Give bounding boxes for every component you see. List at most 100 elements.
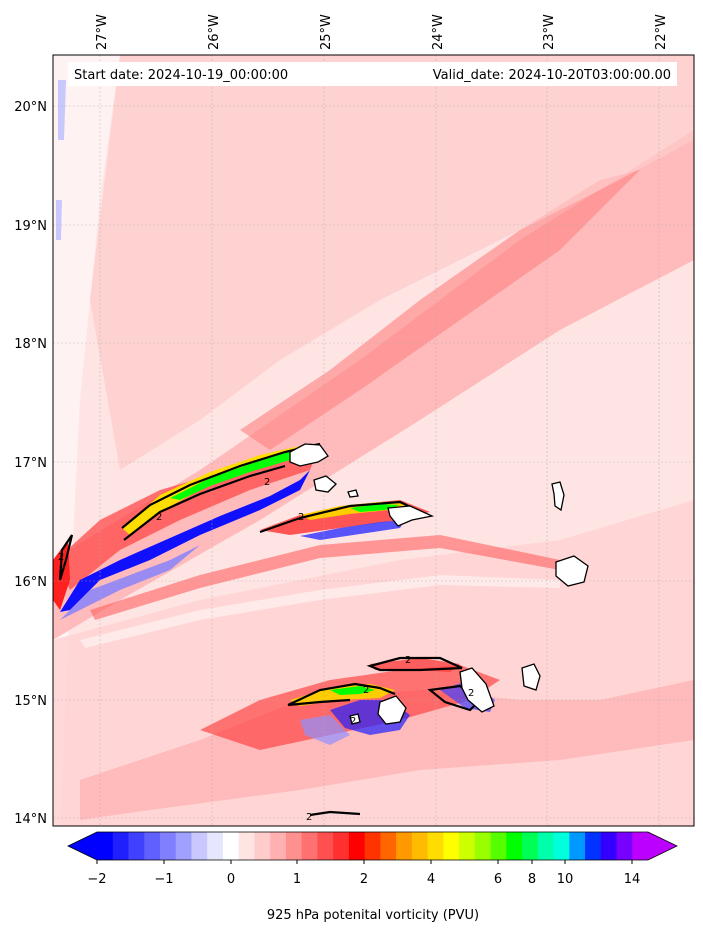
colorbar-tick-label: 2	[360, 872, 368, 887]
contour-west-edge	[58, 534, 74, 581]
colorbar-swatch	[222, 832, 240, 860]
colorbar-swatch	[537, 832, 555, 860]
island-santiago	[459, 667, 495, 713]
colorbar-swatch	[600, 832, 618, 860]
colorbar-swatch	[585, 832, 602, 860]
pv-negative-streak-nw	[58, 80, 66, 140]
colorbar-swatch	[553, 832, 570, 860]
colorbar-swatch	[207, 832, 224, 860]
pv-low-region-west	[53, 55, 120, 826]
colorbar-swatch	[333, 832, 350, 860]
colorbar-swatch	[348, 832, 366, 860]
colorbar-swatch	[364, 832, 381, 860]
longitude-labels: 27°W 26°W 25°W 24°W 23°W 22°W	[95, 14, 669, 50]
colorbar-tick-label: 8	[528, 872, 536, 887]
colorbar-swatch	[522, 832, 539, 860]
colorbar-swatch	[506, 832, 523, 860]
colorbar-swatch	[254, 832, 271, 860]
colorbar-tick-label: −1	[154, 872, 173, 887]
island-sao-nicolau	[387, 505, 435, 527]
map-plot-area	[53, 55, 694, 826]
colorbar-extend-min	[68, 832, 97, 860]
pv-negative-streak-nw2	[56, 200, 62, 240]
contour-label: 2	[350, 716, 356, 727]
island-maio	[521, 663, 541, 691]
colorbar-swatch	[285, 832, 303, 860]
lon-label: 27°W	[95, 14, 110, 50]
pv-wake-positive-green	[170, 450, 300, 500]
lat-label: 16°N	[14, 575, 47, 590]
colorbar-swatch	[632, 832, 649, 860]
contour-south-bottom	[309, 810, 361, 817]
lat-label: 15°N	[14, 694, 47, 709]
island-santo-antao	[289, 443, 329, 467]
contour-label: 2	[156, 512, 162, 523]
lon-label: 22°W	[654, 14, 669, 50]
colorbar-swatch	[238, 832, 255, 860]
colorbar-swatch	[175, 832, 192, 860]
colorbar-tick-label: 14	[624, 872, 641, 887]
contour-label: 2	[58, 552, 64, 563]
contour-label: 2	[468, 688, 474, 699]
pv-lower-band	[80, 680, 694, 820]
pv-ribbon-1	[90, 535, 560, 620]
contour-labels: 2 2 2 2 2 2 2 2 2	[58, 477, 474, 823]
colorbar-swatch	[159, 832, 177, 860]
colorbar-swatch	[490, 832, 507, 860]
colorbar-ticks: −2 −1 0 1 2 4 6 8 10 14	[87, 872, 640, 887]
info-box	[68, 62, 677, 86]
lat-label: 18°N	[14, 337, 47, 352]
colorbar	[67, 831, 678, 864]
colorbar-tick-label: 6	[494, 872, 502, 887]
colorbar-tick-label: −2	[87, 872, 106, 887]
islands	[289, 443, 589, 725]
colorbar-swatch	[270, 832, 287, 860]
colorbar-tick-label: 1	[293, 872, 301, 887]
lat-label: 20°N	[14, 100, 47, 115]
contour-label: 2	[405, 655, 411, 666]
latitude-labels: 20°N 19°N 18°N 17°N 16°N 15°N 14°N	[14, 100, 47, 827]
colorbar-tick-label: 10	[557, 872, 574, 887]
pv-wake2-green	[350, 504, 400, 512]
pv-wake-red-north	[56, 445, 320, 590]
map-frame	[52, 54, 695, 827]
colorbar-tick-label: 0	[227, 872, 235, 887]
pv-south-blue-light	[300, 715, 350, 745]
valid-date-text: Valid_date: 2024-10-20T03:00:00.00	[433, 68, 671, 83]
colorbar-swatch	[474, 832, 492, 860]
colorbar-swatch	[569, 832, 586, 860]
colorbar-swatch	[301, 832, 318, 860]
colorbar-swatch	[112, 832, 129, 860]
contour-south-wake-lower	[287, 698, 351, 707]
island-fogo	[377, 695, 407, 725]
colorbar-swatch	[191, 832, 208, 860]
colorbar-swatch	[144, 832, 161, 860]
lon-label: 25°W	[319, 14, 334, 50]
colorbar-swatch	[443, 832, 460, 860]
colorbar-swatch	[427, 832, 444, 860]
contour-label: 2	[363, 685, 369, 696]
colorbar-swatch	[396, 832, 413, 860]
island-brava	[349, 713, 361, 725]
island-sal	[551, 481, 565, 512]
colorbar-tick-label: 4	[427, 872, 435, 887]
contour-south-wake	[287, 682, 396, 706]
colorbar-extend-max	[648, 832, 677, 860]
island-boa-vista	[555, 555, 589, 587]
contour-label: 2	[264, 477, 270, 488]
pv-wake-negative-blue	[60, 470, 310, 612]
pv-wake2-blue	[300, 520, 405, 540]
pv-upper-field	[90, 55, 694, 470]
colorbar-swatch	[380, 832, 397, 860]
pv-ribbon-2	[80, 575, 560, 648]
colorbar-swatch	[616, 832, 633, 860]
island-santa-luzia	[347, 489, 359, 498]
island-sao-vicente	[313, 475, 337, 493]
contour-label: 2	[306, 812, 312, 823]
contour-east-streak	[366, 656, 463, 672]
pv-diagonal-band-core	[240, 170, 640, 450]
lon-label: 23°W	[542, 14, 557, 50]
lat-label: 17°N	[14, 456, 47, 471]
pv-south-green	[330, 686, 375, 695]
